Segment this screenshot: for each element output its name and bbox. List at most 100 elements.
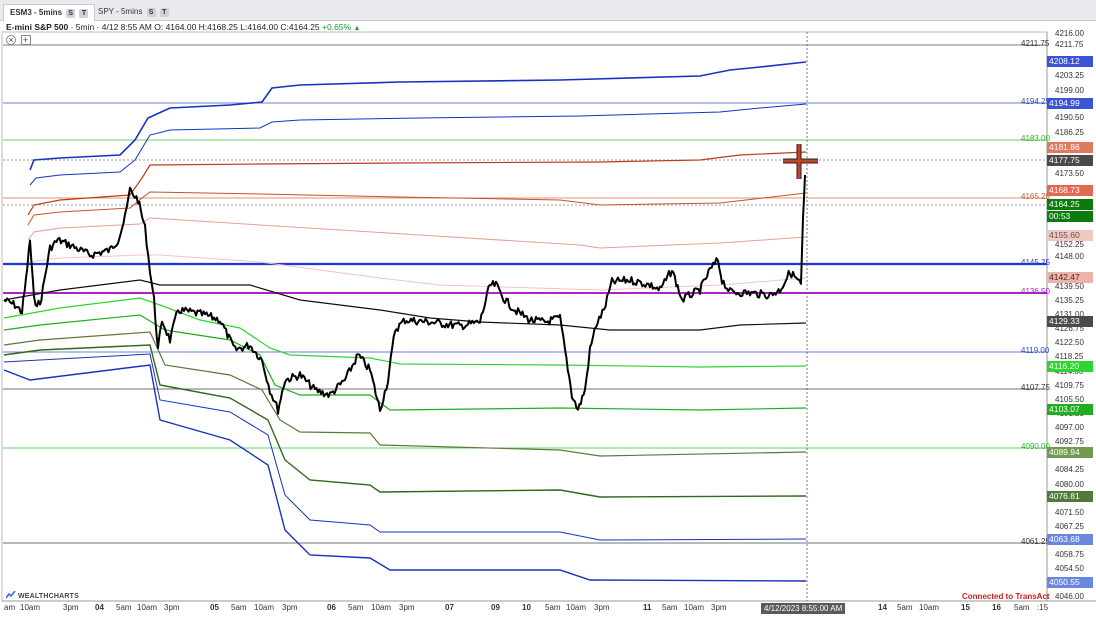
- level-label: 4090.00: [1021, 442, 1050, 451]
- time-axis-label: 3pm: [399, 603, 415, 612]
- tab-spy-s-button[interactable]: S: [146, 8, 156, 17]
- price-tag: 4208.12: [1047, 56, 1093, 67]
- price-axis-label: 4105.50: [1055, 395, 1084, 404]
- time-axis-label: 5am: [897, 603, 913, 612]
- add-study-icon[interactable]: +: [20, 35, 31, 45]
- price-axis-label: 4203.25: [1055, 71, 1084, 80]
- change-percent: +0.65%: [322, 22, 352, 32]
- price-tag: 4103.07: [1047, 404, 1093, 415]
- price-axis-label: 4135.25: [1055, 296, 1084, 305]
- tab-esm3[interactable]: ESM3 - 5mins S T: [3, 4, 96, 21]
- band-lower-0: [3, 279, 807, 331]
- close-study-icon[interactable]: ×: [6, 35, 16, 45]
- price-axis-label: 4199.00: [1055, 86, 1084, 95]
- price-axis-label: 4084.25: [1055, 465, 1084, 474]
- time-axis-label: 10am: [137, 603, 158, 612]
- time-axis-label: am: [4, 603, 16, 612]
- price-axis-label: 4173.50: [1055, 169, 1084, 178]
- level-label: 4194.25: [1021, 97, 1050, 106]
- price-tag: 4089.94: [1047, 447, 1093, 458]
- band-upper-3: [27, 191, 807, 226]
- band-upper-0: [29, 61, 807, 171]
- level-label: 4165.25: [1021, 192, 1050, 201]
- change-up-icon: ▲: [353, 25, 361, 32]
- price-tag: 4076.81: [1047, 491, 1093, 502]
- symbol-info-line: E-mini S&P 500 · 5min · 4/12 8:55 AM O: …: [6, 22, 360, 34]
- ohlc-values: O: 4164.00 H:4168.25 L:4164.00 C:4164.25: [154, 22, 320, 32]
- price-axis-label: 4148.00: [1055, 252, 1084, 261]
- symbol-title: E-mini S&P 500: [6, 22, 69, 32]
- connection-status: Connected to TransAct: [962, 592, 1050, 601]
- time-axis-label: 07: [445, 603, 454, 612]
- price-axis-label: 4054.50: [1055, 564, 1084, 573]
- price-axis-label: 4216.00: [1055, 29, 1084, 38]
- price-axis-label: 4186.25: [1055, 128, 1084, 137]
- time-axis-label: 10am: [566, 603, 587, 612]
- price-tag: 4129.33: [1047, 316, 1093, 327]
- chart-controls: × +: [6, 35, 33, 46]
- price-axis-label: 4097.00: [1055, 423, 1084, 432]
- price-tag: 4177.75: [1047, 155, 1093, 166]
- wealthcharts-logo: WEALTHCHARTS: [6, 591, 79, 600]
- time-axis-label: :15: [1037, 603, 1049, 612]
- bar-datetime: 4/12 8:55 AM: [101, 22, 152, 32]
- band-upper-2: [27, 151, 807, 216]
- time-axis-label: 5am: [1014, 603, 1030, 612]
- price-tag: 00:53: [1047, 211, 1093, 222]
- price-axis-label: 4122.50: [1055, 338, 1084, 347]
- time-axis-label: 5am: [231, 603, 247, 612]
- band-lower-4: [3, 344, 807, 498]
- level-label: 4119.00: [1021, 346, 1050, 355]
- tab-spy-t-button[interactable]: T: [159, 8, 169, 17]
- price-line: [3, 174, 806, 415]
- time-axis-label: 3pm: [63, 603, 79, 612]
- band-lower-1: [3, 297, 807, 368]
- level-label: 4136.50: [1021, 287, 1050, 296]
- price-axis-label: 4092.75: [1055, 437, 1084, 446]
- time-axis-label: 10am: [684, 603, 705, 612]
- price-axis-label: 4071.50: [1055, 508, 1084, 517]
- band-upper-5: [27, 254, 807, 291]
- price-axis-label: 4131.00: [1055, 310, 1084, 319]
- time-axis-label: 3pm: [711, 603, 727, 612]
- interval-label: · 5min ·: [70, 22, 100, 32]
- time-axis-label: 09: [491, 603, 500, 612]
- level-label: 4211.75: [1021, 39, 1050, 48]
- logo-text: WEALTHCHARTS: [18, 593, 79, 600]
- time-axis-label: 3pm: [594, 603, 610, 612]
- price-axis-label: 4080.00: [1055, 480, 1084, 489]
- level-label: 4145.25: [1021, 258, 1050, 267]
- price-axis-label: 4190.50: [1055, 113, 1084, 122]
- tab-esm3-t-button[interactable]: T: [79, 9, 89, 18]
- band-upper-1: [29, 103, 807, 186]
- band-lower-6: [3, 364, 807, 582]
- chart-tab-bar: ESM3 - 5mins S T SPY - 5mins S T: [0, 0, 1096, 21]
- price-tag: 4155.60: [1047, 230, 1093, 241]
- tab-spy[interactable]: SPY - 5mins S T: [92, 4, 175, 21]
- time-axis-label: 5am: [348, 603, 364, 612]
- tab-spy-label: SPY - 5mins: [98, 7, 143, 16]
- tab-esm3-s-button[interactable]: S: [66, 9, 76, 18]
- time-axis-label: 04: [95, 603, 104, 612]
- time-axis-label: 5am: [545, 603, 561, 612]
- price-tag: 4194.99: [1047, 98, 1093, 109]
- time-axis-label: 16: [992, 603, 1001, 612]
- price-axis-label: 4058.75: [1055, 550, 1084, 559]
- wealthcharts-logo-icon: [6, 591, 16, 599]
- price-axis-label: 4046.00: [1055, 592, 1084, 601]
- time-axis-label: 10: [522, 603, 531, 612]
- time-axis-label: 10am: [919, 603, 940, 612]
- time-axis-label: 05: [210, 603, 219, 612]
- time-axis-label: 15: [961, 603, 970, 612]
- price-axis-label: 4152.25: [1055, 240, 1084, 249]
- time-axis-label: 11: [643, 603, 652, 612]
- price-axis-label: 4211.75: [1055, 40, 1084, 49]
- time-axis-label: 10am: [371, 603, 392, 612]
- tab-esm3-label: ESM3 - 5mins: [10, 8, 63, 17]
- time-axis-label: 14: [878, 603, 887, 612]
- price-axis-label: 4118.25: [1055, 352, 1084, 361]
- band-lower-3: [3, 331, 807, 457]
- band-lower-5: [3, 353, 807, 541]
- price-tag: 4168.73: [1047, 185, 1093, 196]
